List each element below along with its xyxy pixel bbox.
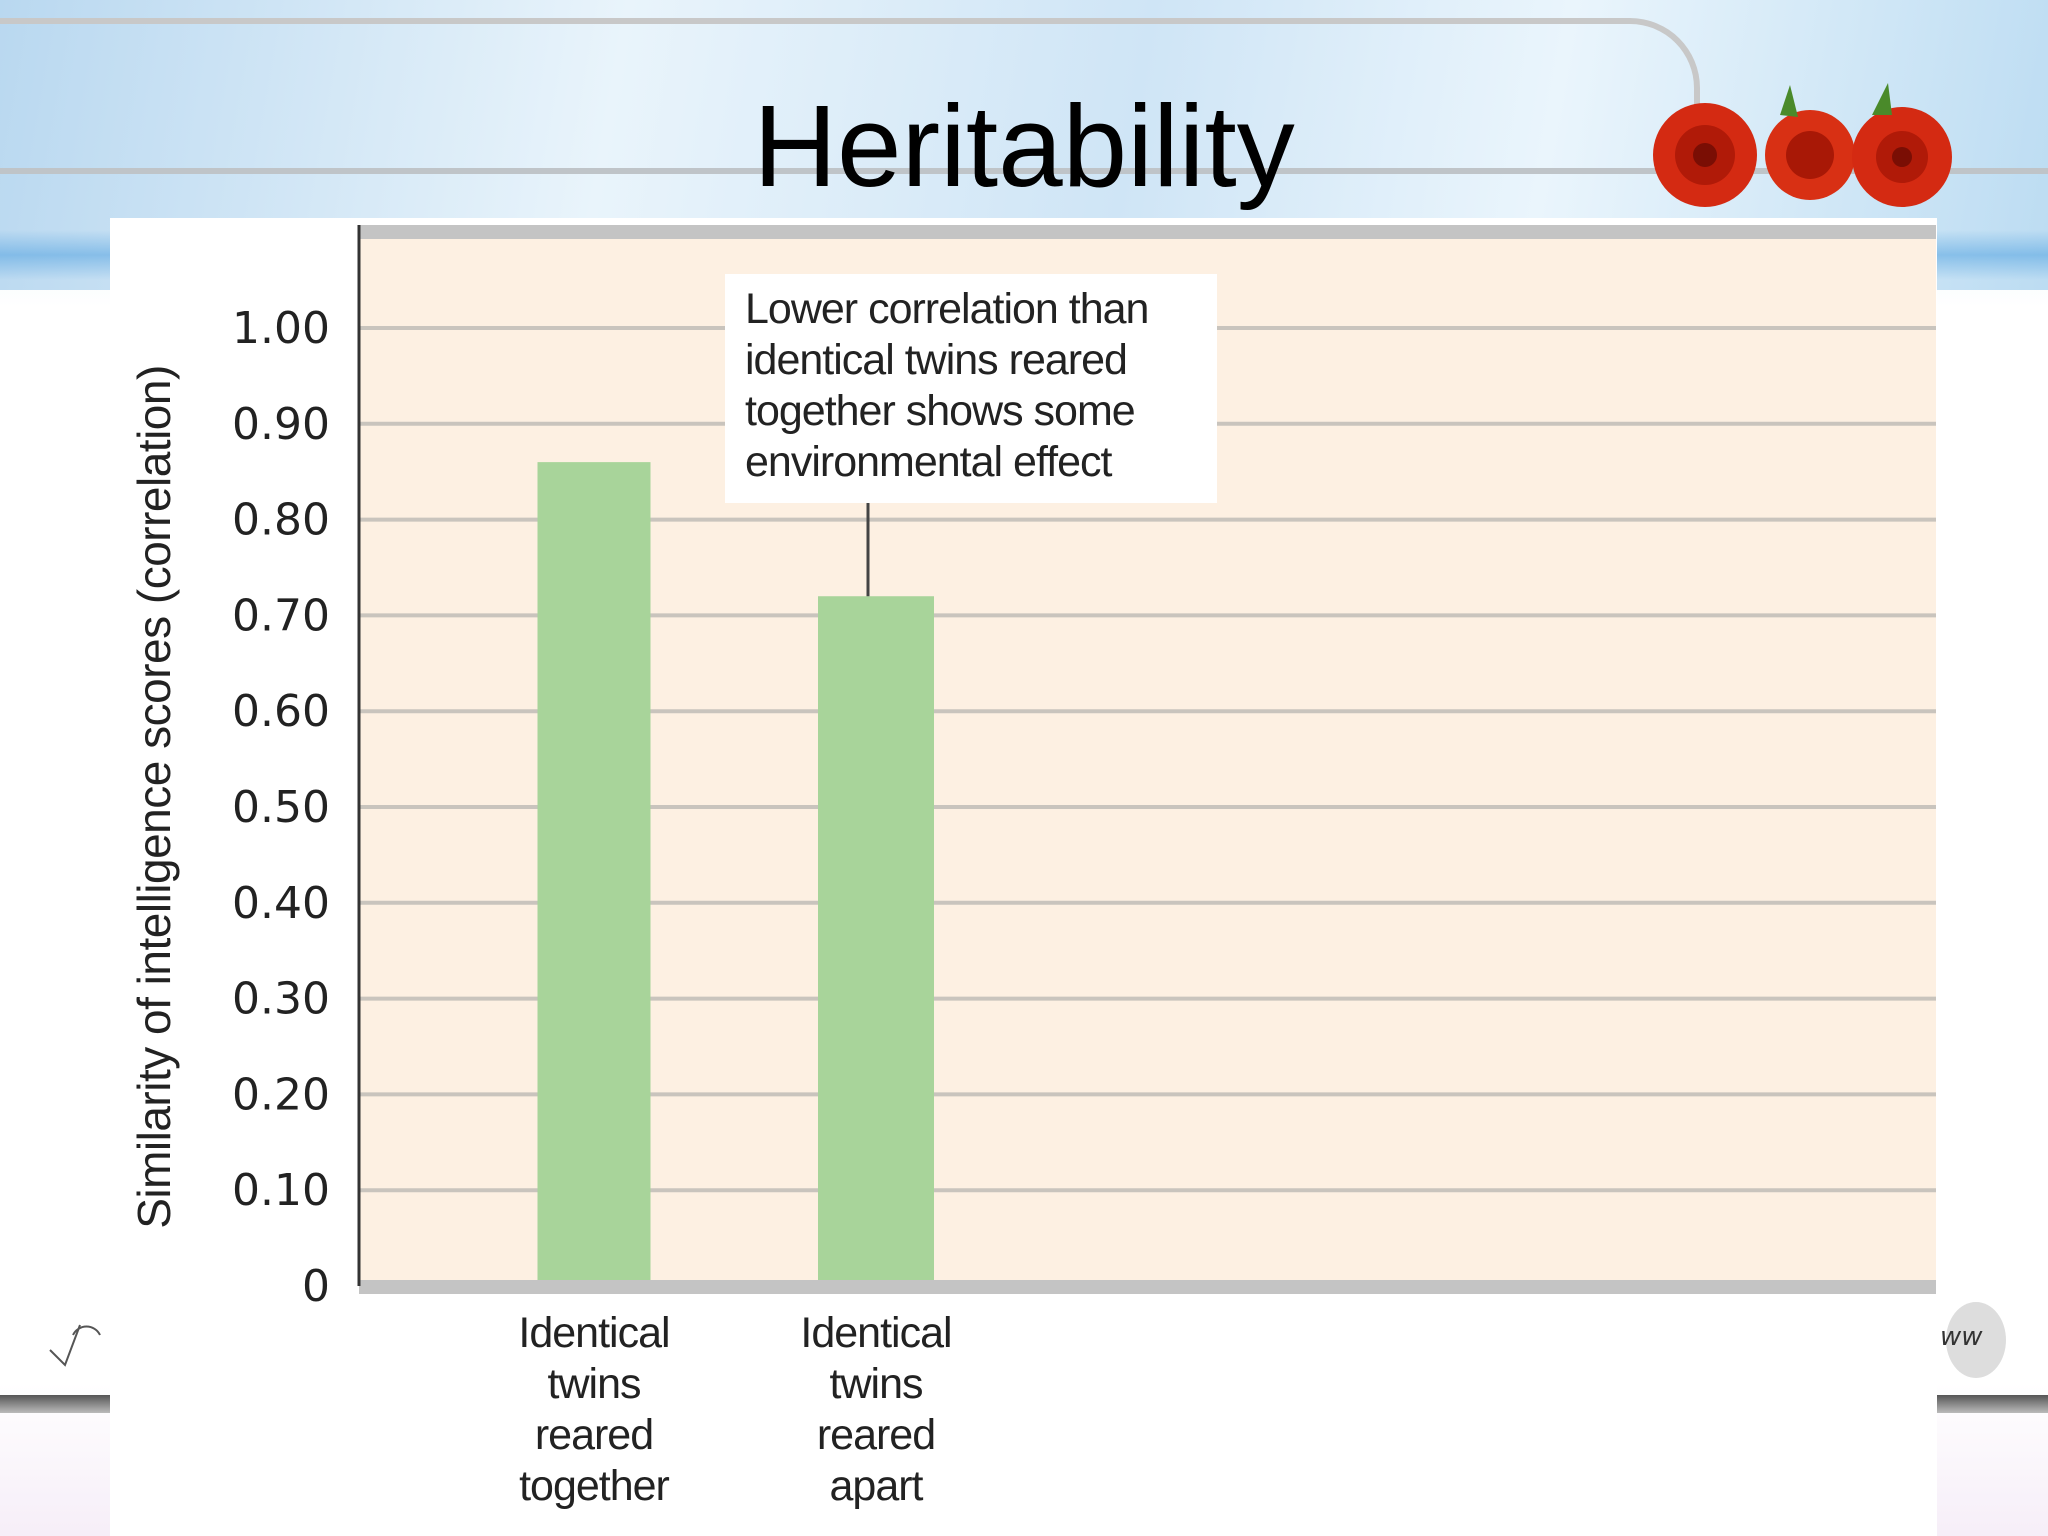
y-tick-label: 0.40 <box>232 878 330 929</box>
y-tick-label: 0.80 <box>232 495 330 546</box>
x-tick-line: twins <box>547 1360 642 1408</box>
x-tick-line: twins <box>829 1360 924 1408</box>
x-tick-line: reared <box>534 1411 654 1459</box>
annotation-line: identical twins reared <box>745 336 1128 384</box>
chart-annotation: Lower correlation than identical twins r… <box>725 274 1217 503</box>
header-frame <box>0 18 1700 168</box>
y-tick-label: 0.90 <box>232 399 330 450</box>
y-tick-label: 0.10 <box>232 1165 330 1216</box>
y-tick-label: 0.60 <box>232 686 330 737</box>
rose-decoration-icon <box>1653 83 1952 207</box>
header-divider <box>0 168 2048 174</box>
y-axis-label: Similarity of intelligence scores (corre… <box>128 365 180 1229</box>
annotation-line: environmental effect <box>745 438 1112 486</box>
x-tick-label: Identical twins reared apart <box>756 1308 996 1512</box>
x-tick-line: Identical <box>518 1309 670 1357</box>
y-tick-label: 0.50 <box>232 782 330 833</box>
annotation-line: together shows some <box>745 387 1136 435</box>
x-tick-line: apart <box>829 1462 923 1510</box>
y-tick-label: 1.00 <box>232 303 330 354</box>
y-tick-label: 0.70 <box>232 590 330 641</box>
x-tick-label: Identical twins reared together <box>474 1308 714 1512</box>
x-axis-band <box>359 1280 1936 1294</box>
annotation-line: Lower correlation than <box>745 285 1149 333</box>
svg-text:ww: ww <box>1940 1322 1983 1352</box>
check-icon <box>49 1324 101 1367</box>
slide-title: Heritability <box>753 81 1295 211</box>
y-tick-label: 0.20 <box>232 1069 330 1120</box>
x-tick-line: reared <box>816 1411 936 1459</box>
y-tick-label: 0.30 <box>232 974 330 1025</box>
globe-icon: ww <box>1940 1302 2006 1378</box>
bar <box>818 596 934 1286</box>
x-tick-line: together <box>519 1462 670 1510</box>
x-tick-line: Identical <box>800 1309 952 1357</box>
y-tick-label: 0 <box>302 1261 330 1312</box>
bar <box>537 462 651 1286</box>
top-band <box>359 225 1936 239</box>
